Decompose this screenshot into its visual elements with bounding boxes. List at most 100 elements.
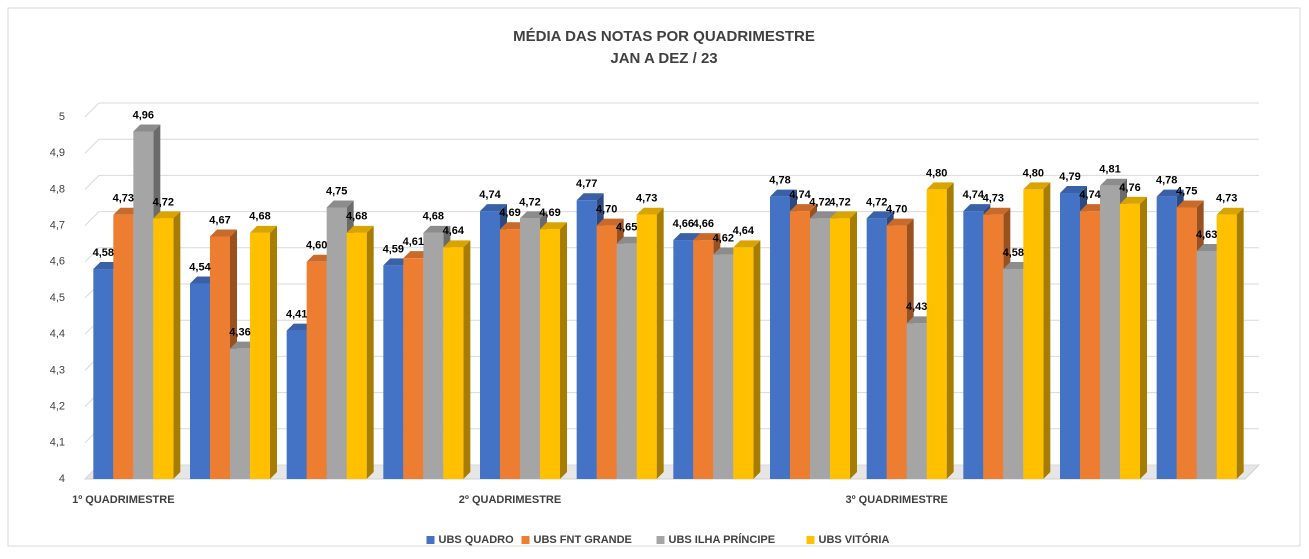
value-label: 4,41 bbox=[286, 308, 307, 320]
bar bbox=[133, 131, 154, 480]
value-label: 4,81 bbox=[1099, 164, 1120, 176]
bar bbox=[906, 323, 927, 479]
bar bbox=[153, 218, 174, 480]
value-label: 4,58 bbox=[1003, 247, 1024, 259]
bar bbox=[443, 247, 464, 479]
bar bbox=[423, 232, 444, 479]
chart-title: MÉDIA DAS NOTAS POR QUADRIMESTRE bbox=[513, 28, 815, 45]
bar bbox=[810, 218, 830, 480]
value-label: 4,62 bbox=[713, 232, 734, 244]
value-label: 4,70 bbox=[886, 204, 907, 216]
bar bbox=[346, 232, 367, 479]
bar bbox=[636, 214, 657, 480]
value-label: 4,74 bbox=[789, 189, 811, 201]
bar bbox=[983, 214, 1004, 480]
bar-top bbox=[1120, 196, 1147, 204]
bar-top bbox=[153, 211, 181, 219]
bar-top bbox=[866, 211, 894, 219]
y-tick-label: 4,9 bbox=[50, 147, 65, 159]
bar-top bbox=[133, 124, 161, 132]
value-label: 4,69 bbox=[539, 207, 560, 219]
bar bbox=[576, 200, 597, 479]
bar-top bbox=[693, 233, 721, 241]
legend-label: UBS QUADRO bbox=[439, 534, 515, 546]
legend-swatch bbox=[521, 536, 530, 544]
value-label: 4,61 bbox=[403, 236, 424, 248]
value-label: 4,74 bbox=[963, 189, 985, 201]
bar bbox=[770, 196, 790, 479]
bar-side bbox=[753, 240, 761, 479]
value-label: 4,72 bbox=[153, 196, 174, 208]
y-tick-label: 4,5 bbox=[50, 292, 65, 304]
bar bbox=[693, 240, 714, 479]
legend-label: UBS VITÓRIA bbox=[819, 533, 890, 546]
value-label: 4,75 bbox=[326, 185, 347, 197]
value-label: 4,79 bbox=[1059, 171, 1080, 183]
bar bbox=[306, 261, 327, 479]
value-label: 4,54 bbox=[189, 261, 211, 273]
grid-line-side bbox=[84, 102, 100, 118]
value-label: 4,80 bbox=[1023, 167, 1044, 179]
bar bbox=[210, 236, 230, 479]
bar-side bbox=[1140, 196, 1147, 479]
bar bbox=[326, 207, 347, 479]
value-label: 4,80 bbox=[926, 167, 947, 179]
bar-top bbox=[520, 211, 547, 219]
bar bbox=[520, 218, 540, 480]
bar bbox=[790, 211, 810, 479]
bar-top bbox=[886, 218, 914, 226]
value-label: 4,74 bbox=[479, 189, 501, 201]
bar-top bbox=[250, 225, 277, 233]
bar-top bbox=[1216, 207, 1244, 215]
bar-top bbox=[830, 211, 857, 219]
bar-top bbox=[576, 193, 604, 201]
bar-top bbox=[1176, 200, 1204, 208]
grid-line-side bbox=[84, 138, 100, 154]
bar-top bbox=[983, 207, 1011, 215]
bar-side bbox=[1043, 182, 1051, 479]
grid-line-side bbox=[84, 247, 100, 263]
bar-top bbox=[1060, 186, 1087, 194]
value-label: 4,66 bbox=[673, 218, 694, 230]
value-label: 4,67 bbox=[209, 214, 230, 226]
bar bbox=[733, 247, 754, 479]
bar-top bbox=[1023, 182, 1051, 190]
value-label: 4,78 bbox=[769, 175, 790, 187]
legend-swatch bbox=[806, 536, 815, 544]
value-label: 4,43 bbox=[906, 301, 927, 313]
bar-side bbox=[560, 222, 567, 479]
bar bbox=[596, 225, 617, 479]
bar bbox=[713, 254, 734, 479]
bar-side bbox=[946, 182, 954, 479]
value-label: 4,68 bbox=[423, 211, 444, 223]
bar bbox=[886, 225, 907, 479]
bar-top bbox=[346, 225, 374, 233]
y-tick-label: 4 bbox=[59, 473, 65, 485]
value-label: 4,63 bbox=[1196, 229, 1217, 241]
y-tick-label: 4,6 bbox=[50, 256, 65, 268]
bar bbox=[1080, 211, 1100, 479]
value-label: 4,69 bbox=[499, 207, 520, 219]
bar-top bbox=[636, 207, 664, 215]
bar-top bbox=[596, 218, 624, 226]
bar-top bbox=[810, 211, 837, 219]
value-label: 4,59 bbox=[383, 243, 404, 255]
bar-top bbox=[540, 222, 567, 230]
bar bbox=[250, 232, 270, 479]
bar bbox=[866, 218, 887, 480]
bar bbox=[1176, 207, 1197, 479]
value-label: 4,64 bbox=[443, 225, 465, 237]
x-tick-label: 2º QUADRIMESTRE bbox=[459, 494, 561, 506]
y-tick-label: 5 bbox=[59, 111, 65, 123]
value-label: 4,75 bbox=[1176, 185, 1197, 197]
bar bbox=[190, 283, 210, 479]
value-label: 4,68 bbox=[346, 211, 367, 223]
bar-top bbox=[443, 240, 471, 248]
value-label: 4,96 bbox=[133, 109, 154, 121]
bar-top bbox=[770, 189, 797, 197]
bar bbox=[1023, 189, 1044, 479]
value-label: 4,73 bbox=[636, 193, 657, 205]
bar-side bbox=[173, 211, 181, 480]
bar-top bbox=[673, 233, 701, 241]
